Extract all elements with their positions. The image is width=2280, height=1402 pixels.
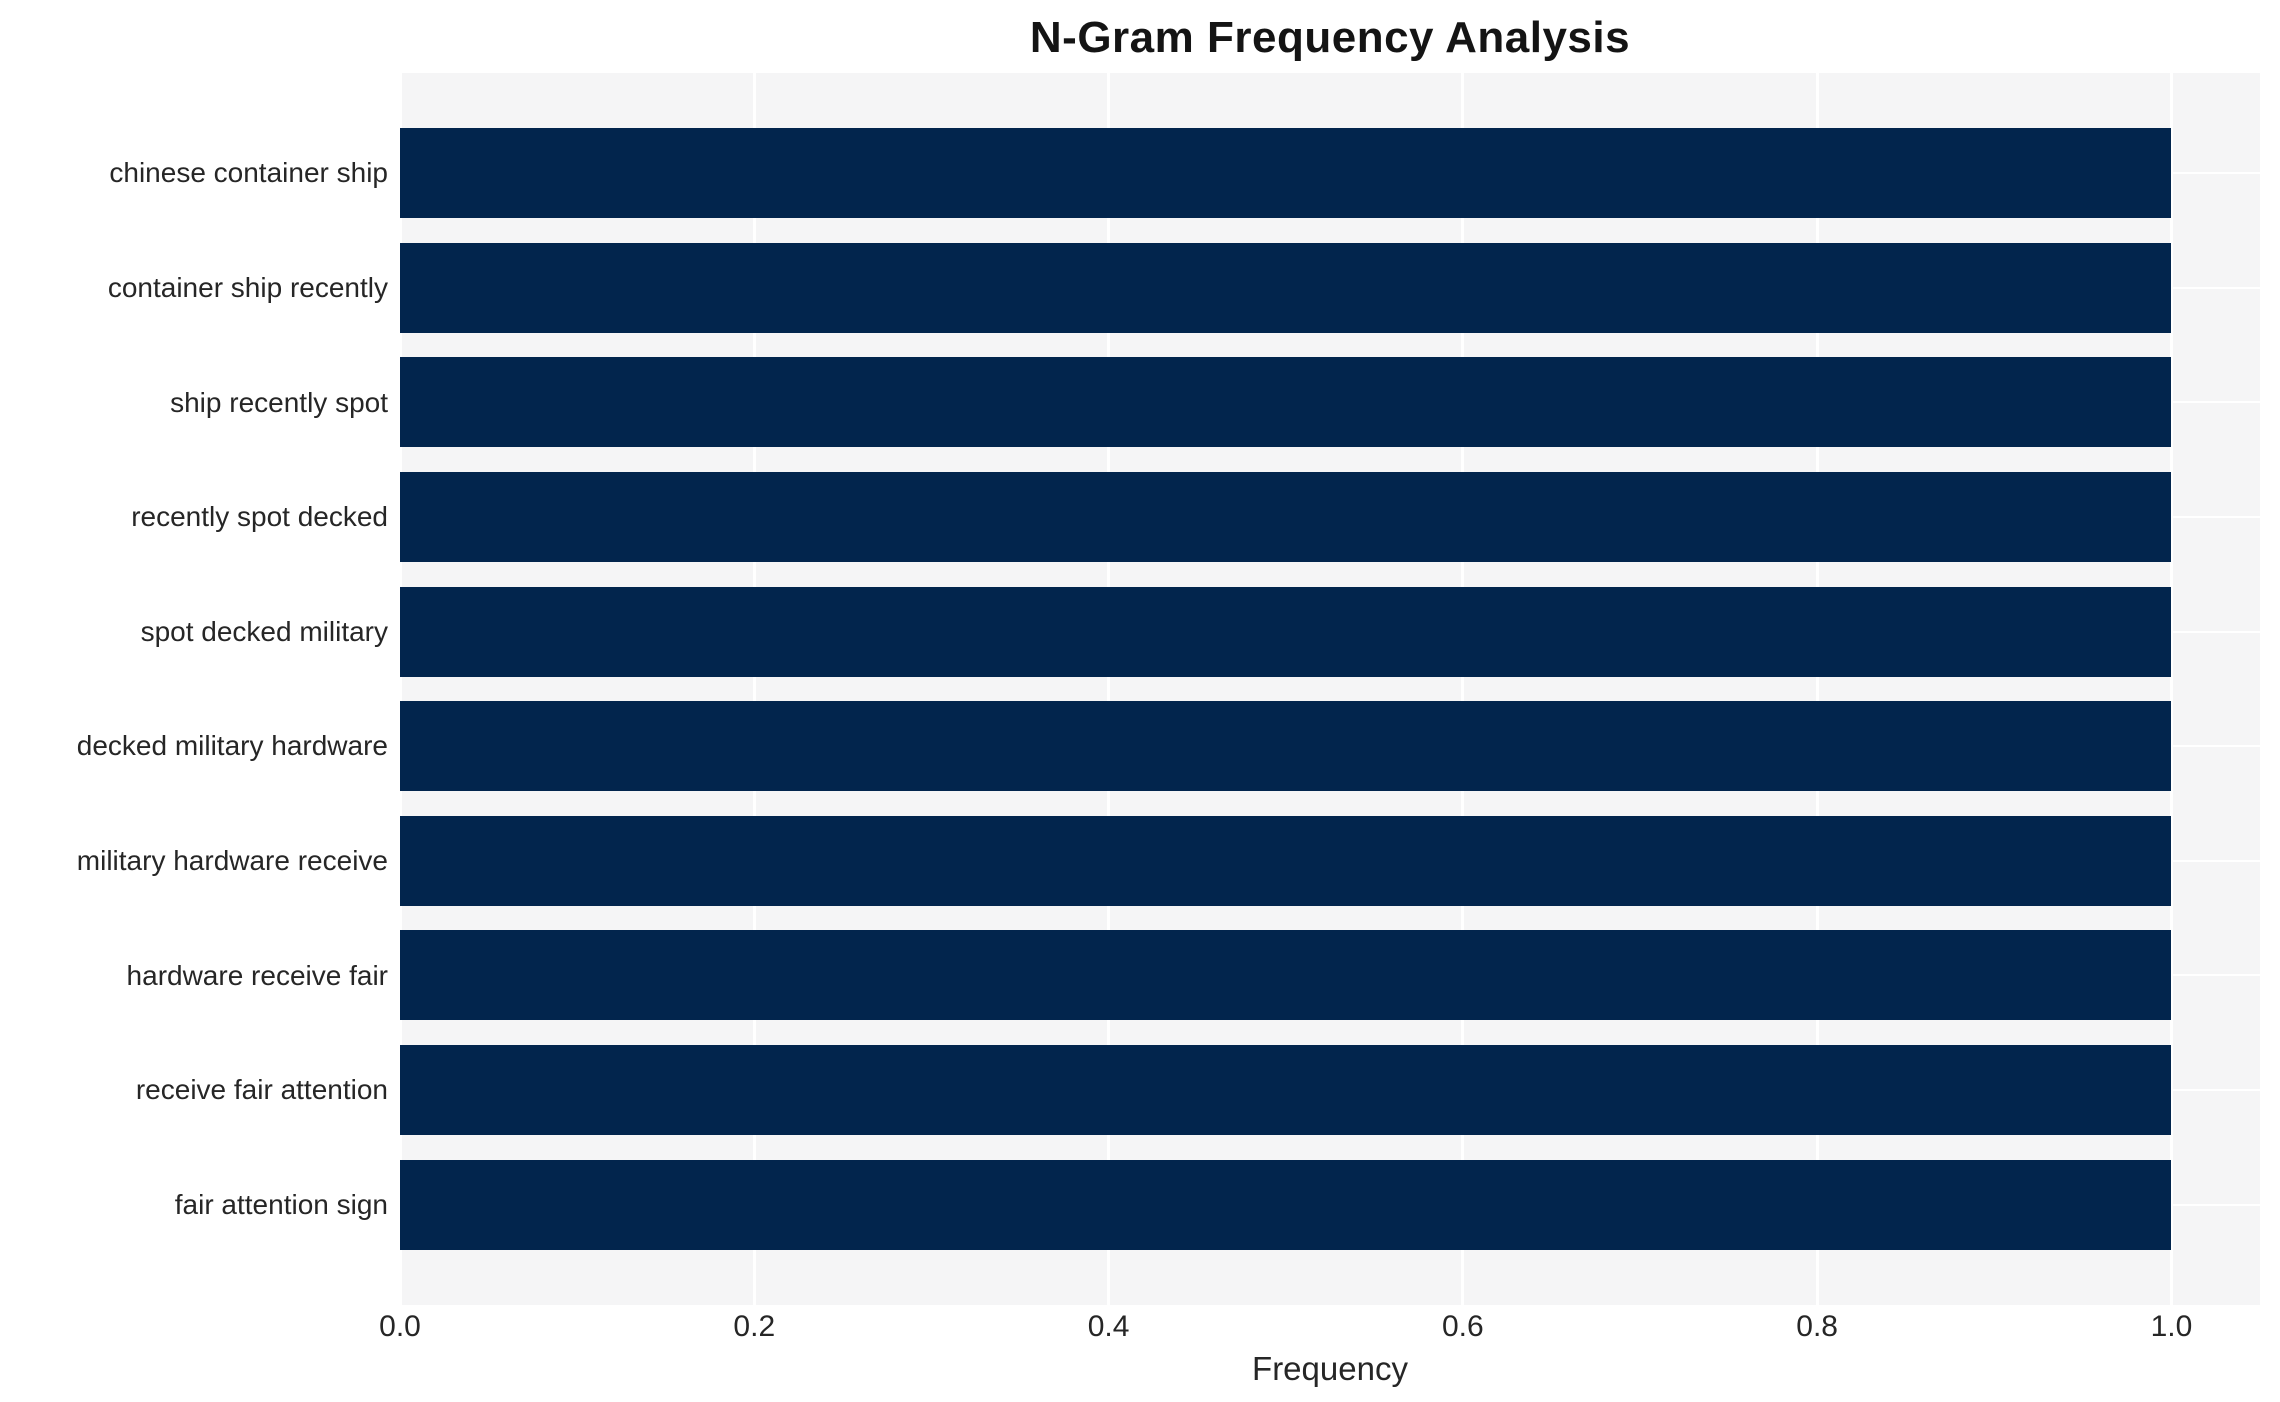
bar-row	[400, 1033, 2260, 1148]
gridline-vertical	[1461, 73, 1465, 1305]
bar-row	[400, 804, 2260, 919]
bar	[400, 930, 2172, 1021]
y-tick-label: container ship recently	[107, 271, 388, 303]
bar	[400, 586, 2172, 677]
x-axis-label: Frequency	[1252, 1350, 1408, 1387]
x-tick-label: 1.0	[2150, 1310, 2193, 1343]
y-tick-label: hardware receive fair	[126, 959, 388, 991]
bar-row	[400, 460, 2260, 575]
x-tick-label: 0.8	[1796, 1310, 1838, 1343]
bar-row	[400, 918, 2260, 1033]
bar	[400, 815, 2172, 906]
x-tick-label: 0.2	[733, 1310, 776, 1343]
bar	[400, 701, 2172, 792]
bar-row	[400, 231, 2260, 346]
y-tick-label: receive fair attention	[135, 1074, 388, 1106]
y-tick-label: recently spot decked	[131, 501, 388, 533]
gridline-vertical	[1107, 73, 1111, 1305]
plot-area	[400, 73, 2260, 1305]
chart-title: N-Gram Frequency Analysis	[1029, 13, 1631, 62]
bar	[400, 1045, 2172, 1136]
y-tick-label: military hardware receive	[76, 844, 388, 876]
y-tick-label: ship recently spot	[170, 386, 388, 418]
bar-row	[400, 1147, 2260, 1262]
y-tick-label: fair attention sign	[174, 1188, 388, 1220]
x-tick-label: 0.4	[1087, 1310, 1130, 1343]
bar-row	[400, 574, 2260, 689]
gridline-vertical	[1815, 73, 1819, 1305]
y-tick-label: spot decked military	[140, 615, 388, 647]
gridline-vertical	[752, 73, 756, 1305]
bar	[400, 128, 2172, 219]
bar	[400, 357, 2172, 448]
y-tick-label: decked military hardware	[76, 730, 388, 762]
gridline-vertical	[400, 73, 402, 1305]
bar-row	[400, 116, 2260, 231]
bar	[400, 472, 2172, 563]
x-axis-tick-labels: 0.0 0.2 0.4 0.6 0.8 1.0	[379, 1310, 2260, 1348]
y-tick-label: chinese container ship	[109, 157, 388, 189]
x-tick-label: 0.6	[1441, 1310, 1484, 1343]
bar	[400, 1159, 2172, 1250]
bar	[400, 242, 2172, 333]
bar-row	[400, 689, 2260, 804]
x-tick-label: 0.0	[379, 1310, 421, 1343]
gridline-vertical	[2169, 73, 2173, 1305]
bar-row	[400, 345, 2260, 460]
